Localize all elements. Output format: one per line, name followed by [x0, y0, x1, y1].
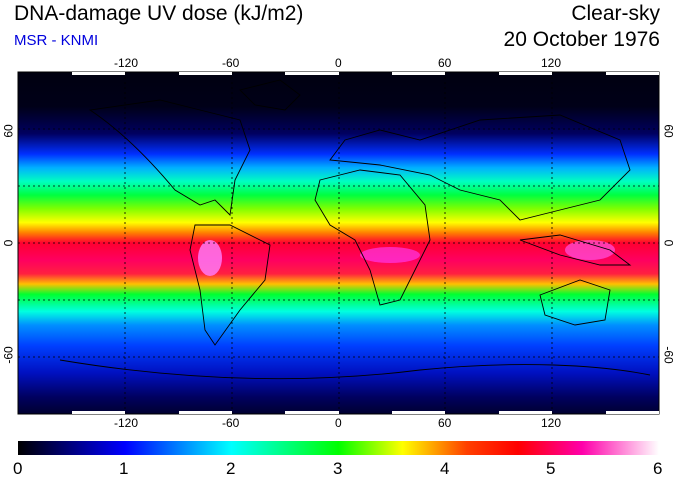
scale-label: 6	[653, 459, 663, 478]
lat-tick-left: -60	[1, 346, 16, 364]
scale-label: 1	[119, 459, 129, 478]
lon-tick-top: 120	[541, 56, 562, 70]
color-scale-bar	[18, 441, 659, 455]
lon-tick-top: 60	[438, 56, 452, 70]
lat-tick-right: 60	[661, 124, 676, 138]
frame-border-segments	[72, 72, 659, 414]
lat-tick-right: 0	[661, 239, 676, 247]
graticule	[18, 72, 659, 414]
lon-tick-top: -120	[114, 56, 139, 70]
lat-tick-left: 0	[1, 239, 16, 247]
africa-high-dose	[360, 247, 420, 263]
scale-label: 3	[333, 459, 343, 478]
lon-tick-bottom: -60	[222, 416, 240, 430]
map-source: MSR - KNMI	[14, 32, 99, 49]
scale-label: 5	[546, 459, 556, 478]
scale-label: 4	[440, 459, 450, 478]
lon-tick-bottom: 120	[541, 416, 562, 430]
scale-label: 0	[13, 459, 23, 478]
lon-tick-top: 0	[335, 56, 342, 70]
map-title: DNA-damage UV dose (kJ/m2)	[14, 2, 304, 25]
map-date: 20 October 1976	[503, 28, 660, 51]
lon-tick-bottom: 60	[438, 416, 452, 430]
lat-tick-left: 60	[1, 124, 16, 138]
scale-label: 2	[226, 459, 236, 478]
andes-high-dose	[198, 240, 222, 276]
lon-tick-bottom: 0	[335, 416, 342, 430]
lon-tick-bottom: -120	[114, 416, 139, 430]
indonesia-high-dose	[565, 240, 615, 260]
lon-tick-top: -60	[222, 56, 240, 70]
lat-tick-right: -60	[661, 346, 676, 364]
sky-condition: Clear-sky	[571, 2, 660, 25]
